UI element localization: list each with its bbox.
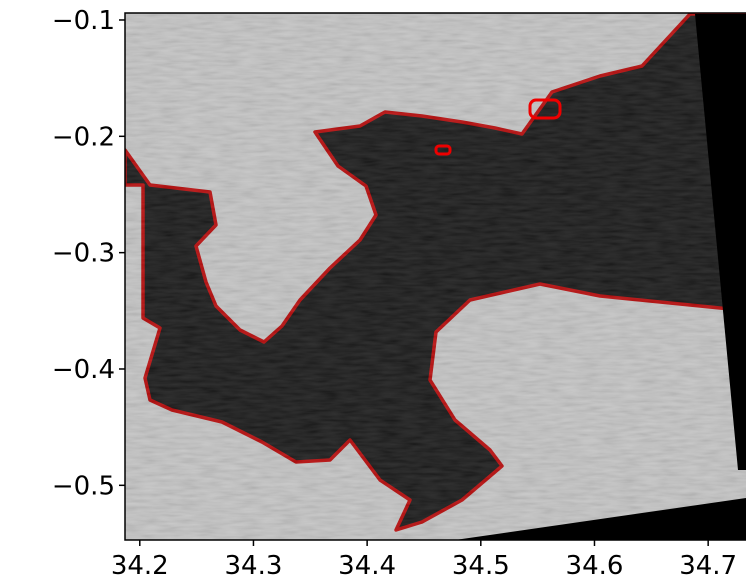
satellite-image: [125, 13, 746, 540]
x-tick-label: 34.4: [338, 551, 396, 581]
y-tick-label: −0.1: [52, 6, 115, 36]
page: {"chart_data": {"type": "image", "xlim":…: [0, 0, 746, 587]
x-tick-label: 34.7: [679, 551, 737, 581]
chart: 34.2 34.3 34.4 34.5 34.6 34.7 −0.1 −0.2 −0.3 −0.4…: [0, 0, 746, 587]
y-tick-label: −0.2: [52, 122, 115, 152]
x-tick-label: 34.5: [452, 551, 510, 581]
x-tick-label: 34.3: [225, 551, 283, 581]
water-texture: [125, 13, 746, 540]
y-tick-label: −0.3: [52, 239, 115, 269]
water: [125, 13, 746, 540]
x-tick-label: 34.6: [566, 551, 624, 581]
y-tick-label: −0.5: [52, 471, 115, 501]
y-tick-label: −0.4: [52, 355, 115, 385]
x-tick-label: 34.2: [111, 551, 169, 581]
